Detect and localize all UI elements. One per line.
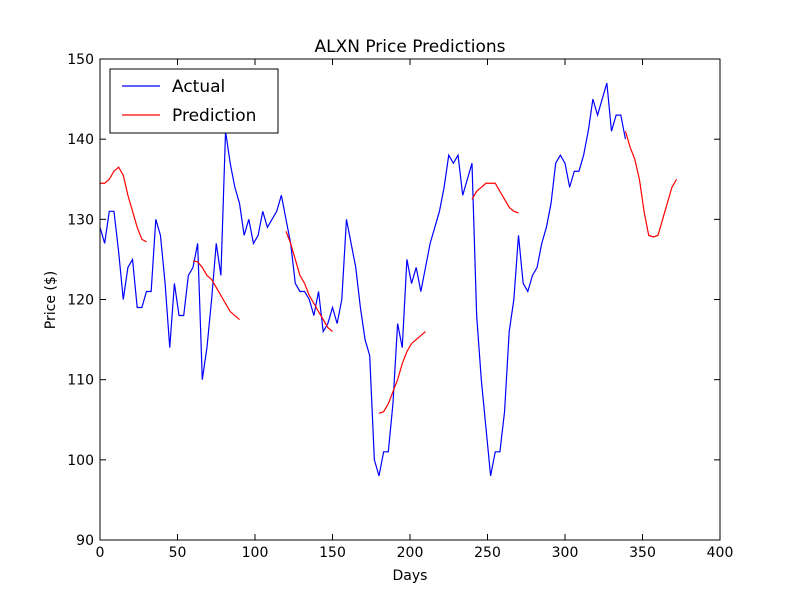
- y-tick-label: 140: [67, 132, 94, 148]
- x-tick-label: 250: [474, 545, 501, 561]
- x-tick-label: 100: [242, 545, 269, 561]
- y-tick-label: 100: [67, 453, 94, 469]
- x-tick-label: 300: [552, 545, 579, 561]
- x-tick-label: 150: [319, 545, 346, 561]
- chart-title: ALXN Price Predictions: [314, 37, 505, 57]
- legend-box: [109, 68, 279, 134]
- x-tick-label: 0: [96, 545, 105, 561]
- y-axis-label: Price ($): [43, 271, 59, 329]
- x-tick-label: 200: [397, 545, 424, 561]
- y-tick-label: 90: [76, 533, 94, 549]
- y-tick-label: 150: [67, 52, 94, 68]
- x-tick-label: 400: [707, 545, 734, 561]
- x-tick-label: 50: [169, 545, 187, 561]
- x-tick-label: 350: [629, 545, 656, 561]
- y-tick-label: 130: [67, 212, 94, 228]
- plot-frame: [99, 58, 721, 541]
- y-tick-label: 120: [67, 293, 94, 309]
- legend-label: Actual: [172, 77, 225, 97]
- y-tick-label: 110: [67, 373, 94, 389]
- line-series: [99, 82, 627, 477]
- x-axis-label: Days: [393, 568, 428, 584]
- legend-label: Prediction: [172, 106, 256, 126]
- line-series: [100, 130, 678, 414]
